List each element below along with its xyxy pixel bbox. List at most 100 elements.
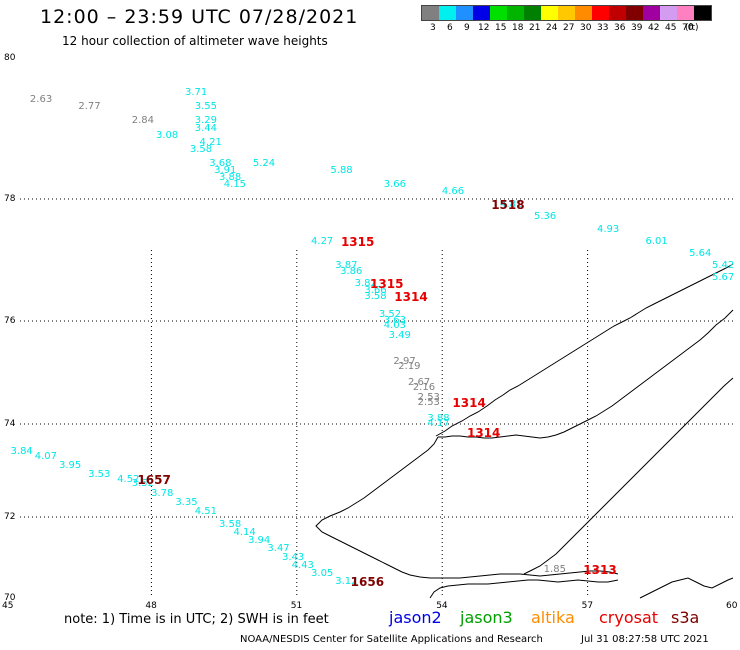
legend-label: 27 bbox=[563, 23, 575, 33]
swh-observation: 5.88 bbox=[330, 164, 353, 176]
legend-label: 45 bbox=[665, 23, 677, 33]
swh-observation: 2.16 bbox=[412, 381, 436, 393]
swh-observation: 3.66 bbox=[364, 284, 387, 296]
swh-observation: 4.51 bbox=[194, 506, 217, 518]
swh-observation: 4.15 bbox=[223, 178, 247, 190]
lon-label: 57 bbox=[581, 601, 594, 611]
legend-label: 24 bbox=[546, 23, 558, 33]
pass-time-label: 1314 bbox=[394, 289, 428, 304]
swh-observation: 3.52 bbox=[378, 308, 402, 320]
pass-time-label: 1313 bbox=[583, 562, 617, 577]
swh-observation: 2.53 bbox=[417, 397, 440, 409]
legend-swatch bbox=[575, 6, 592, 20]
legend-swatch bbox=[422, 6, 439, 20]
swh-observation: 4.27 bbox=[311, 235, 334, 247]
legend-swatch bbox=[660, 6, 677, 20]
swh-observation: 1.85 bbox=[543, 563, 566, 575]
pass-time-label: 1314 bbox=[466, 426, 501, 441]
pass-time-label: 1656 bbox=[350, 574, 385, 589]
swh-observation: 3.12 bbox=[335, 575, 358, 587]
lat-label: 80 bbox=[4, 53, 16, 63]
swh-observation: 2.67 bbox=[407, 376, 431, 388]
legend-swatch bbox=[473, 6, 490, 20]
swh-observation: 4.81 bbox=[500, 199, 523, 211]
swh-observation: 3.35 bbox=[175, 497, 198, 509]
legend-swatch bbox=[439, 6, 456, 20]
footer-timestamp: Jul 31 08:27:58 UTC 2021 bbox=[581, 634, 709, 645]
swh-observation: 4.52 bbox=[117, 473, 140, 485]
lon-label: 60 bbox=[726, 601, 738, 611]
swh-observation: 5.67 bbox=[712, 272, 735, 284]
map-title: 12:00 – 23:59 UTC 07/28/2021 bbox=[40, 6, 359, 28]
swh-observation: 5.36 bbox=[533, 211, 557, 223]
legend-label: 12 bbox=[478, 23, 490, 33]
mission-s3a: s3a bbox=[671, 608, 700, 627]
swh-observation: 3.08 bbox=[155, 129, 179, 141]
legend-label: 3 bbox=[430, 23, 436, 33]
swh-observation: 3.43 bbox=[281, 551, 305, 563]
swh-observation: 4.21 bbox=[199, 136, 222, 148]
swh-observation: 4.03 bbox=[383, 320, 406, 332]
swh-observation: 3.84 bbox=[10, 445, 33, 457]
legend-swatch bbox=[626, 6, 643, 20]
legend-label: 18 bbox=[512, 23, 524, 33]
swh-observation: 6.01 bbox=[645, 235, 668, 247]
swh-observation: 3.71 bbox=[185, 87, 208, 99]
pass-time-label: 1518 bbox=[491, 198, 525, 213]
pass-time-label: 1315 bbox=[340, 234, 375, 249]
north-island-coastline bbox=[435, 263, 734, 439]
swh-observation: 2.77 bbox=[78, 101, 101, 113]
legend-swatch bbox=[490, 6, 507, 20]
swh-observation: 3.88 bbox=[218, 171, 242, 183]
swh-observation: 3.49 bbox=[388, 330, 411, 342]
swh-observation: 3.55 bbox=[194, 101, 217, 113]
legend-swatch bbox=[507, 6, 524, 20]
mission-jason2: jason2 bbox=[389, 608, 442, 627]
swh-observation: 3.66 bbox=[383, 178, 406, 190]
legend-unit: (ft) bbox=[685, 23, 699, 33]
swh-observation: 4.66 bbox=[441, 185, 465, 197]
legend-swatch bbox=[677, 6, 694, 20]
lat-label: 78 bbox=[4, 194, 16, 204]
swh-observation: 3.94 bbox=[248, 535, 271, 547]
legend-swatch bbox=[592, 6, 609, 20]
legend-label: 9 bbox=[464, 23, 470, 33]
swh-observation: 3.05 bbox=[311, 567, 334, 579]
legend-label: 15 bbox=[495, 23, 507, 33]
south-island-coastline bbox=[315, 377, 734, 599]
pass-time-label: 1657 bbox=[137, 472, 171, 487]
mission-jason3: jason3 bbox=[460, 608, 513, 627]
legend-label: 70 bbox=[682, 23, 694, 33]
swh-observation: 3.63 bbox=[383, 315, 406, 326]
swh-observation: 4.43 bbox=[291, 559, 314, 571]
swh-observation: 3.58 bbox=[218, 519, 242, 531]
mainland-coastline bbox=[639, 577, 734, 599]
swh-observation: 5.64 bbox=[689, 247, 712, 259]
mission-cryosat: cryosat bbox=[599, 608, 659, 627]
legend-label: 6 bbox=[447, 23, 453, 33]
lat-lon-grid bbox=[20, 198, 733, 598]
swh-observation: 3.53 bbox=[88, 469, 111, 481]
legend-swatch bbox=[643, 6, 660, 20]
legend-label: 42 bbox=[648, 23, 660, 33]
swh-observation: 3.86 bbox=[340, 266, 363, 278]
legend-swatch bbox=[456, 6, 473, 20]
pass-time-label: 1314 bbox=[452, 396, 486, 411]
note-text: note: 1) Time is in UTC; 2) SWH is in fe… bbox=[64, 612, 329, 627]
swh-observation: 3.68 bbox=[209, 157, 232, 169]
swh-observation: 2.97 bbox=[393, 356, 416, 368]
legend-label: 30 bbox=[580, 23, 592, 33]
lon-label: 48 bbox=[145, 601, 157, 611]
legend-label: 39 bbox=[631, 23, 643, 33]
swh-observation: 2.53 bbox=[417, 392, 440, 404]
swh-observation: 2.19 bbox=[398, 361, 421, 373]
swh-observation: 3.95 bbox=[59, 459, 82, 471]
lon-label: 45 bbox=[2, 601, 14, 611]
coastline-novaya-zemlya bbox=[315, 263, 734, 599]
legend-labels: 3 6 9 12 15 18 21 24 27 30 33 36 39 42 45 70 (ft) bbox=[421, 21, 712, 33]
legend-color-bar bbox=[421, 5, 712, 21]
swh-observation: 2.84 bbox=[131, 115, 154, 127]
swh-observation: 5.24 bbox=[252, 157, 276, 169]
legend-label: 21 bbox=[529, 23, 541, 33]
